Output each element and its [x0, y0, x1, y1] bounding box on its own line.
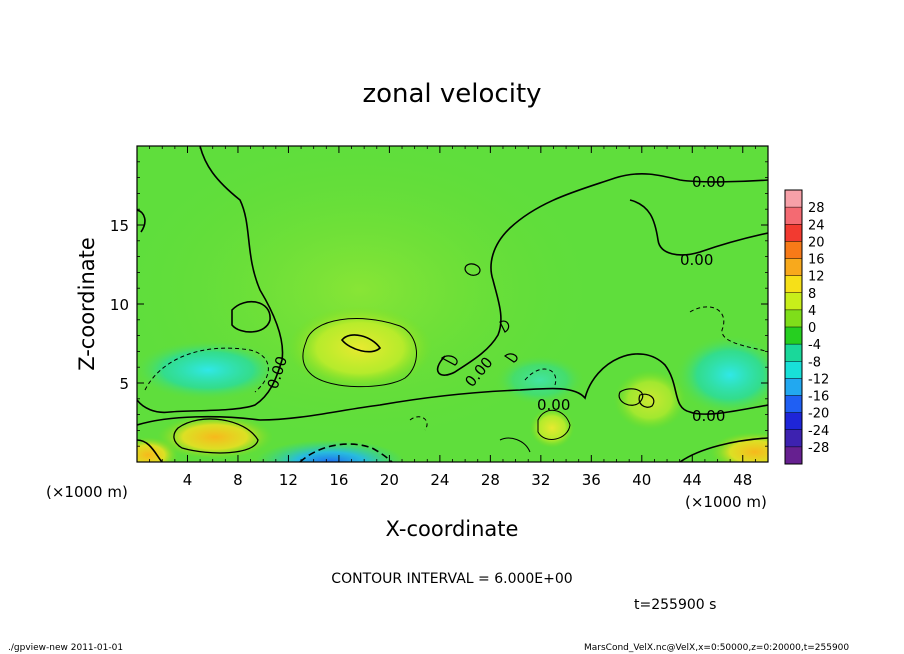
- colorbar-label: -12: [808, 372, 829, 387]
- y-axis-ticks: 5 10 15: [110, 161, 768, 447]
- contour-island-4: [504, 353, 518, 363]
- colorbar-swatch: [785, 395, 802, 414]
- colorbar-label: -4: [808, 338, 821, 353]
- field-cyan-right: [675, 335, 768, 415]
- x-tick-label: 40: [632, 471, 651, 489]
- colorbar-swatch: [785, 361, 802, 379]
- colorbar-swatch: [785, 241, 802, 259]
- contour-plus6-core: [340, 334, 382, 353]
- field-orange-low-left: [157, 415, 273, 459]
- contour-zero-3: [436, 173, 768, 376]
- contour-neg-right: [689, 306, 768, 353]
- colorbar-swatch: [785, 429, 802, 448]
- colorbar-swatch: [785, 207, 802, 225]
- contour-island-2: [499, 320, 510, 333]
- x-tick-label: 48: [733, 471, 752, 489]
- contour-neg6-bottom: [299, 443, 393, 462]
- contour-zero-2: [137, 353, 768, 426]
- colorbar-label: 12: [808, 270, 825, 285]
- x-tick-label: 16: [329, 471, 348, 489]
- colorbar-swatch: [785, 327, 802, 345]
- colorbar-label: 16: [808, 253, 825, 268]
- x-tick-label: 32: [531, 471, 550, 489]
- colorbar-swatch: [785, 378, 802, 396]
- y-tick-label: 10: [110, 296, 129, 314]
- contour-neg-small: [409, 416, 428, 431]
- contour-plus6-left: [173, 418, 259, 454]
- colorbar-label: -16: [808, 390, 829, 405]
- colorbar-label: 4: [808, 304, 816, 319]
- footer-left: ./gpview-new 2011-01-01: [8, 643, 123, 653]
- field-orange-corner-left: [137, 437, 178, 462]
- field-blue-bottom: [255, 440, 405, 462]
- contour-zero-edge: [137, 209, 146, 233]
- field-yellow-max: [288, 306, 432, 390]
- colorbar-swatch: [785, 224, 802, 242]
- contour-interval-text: CONTOUR INTERVAL = 6.000E+00: [331, 571, 572, 587]
- contour-corner-right: [679, 437, 768, 462]
- x-tick-label: 8: [233, 471, 243, 489]
- contour-island-3: [440, 355, 458, 366]
- colorbar-swatch: [785, 344, 802, 362]
- y-axis-label: Z-coordinate: [75, 237, 99, 371]
- contour-zero-4: [629, 199, 768, 256]
- colorbar-label: -28: [808, 441, 829, 456]
- field-yellow-right: [614, 370, 686, 430]
- colorbar: 28 24 20 16 12 8 4 0 -4 -8 -12 -16 -20 -24 -28: [784, 189, 829, 465]
- colorbar-swatch: [785, 412, 802, 431]
- contour-zero-1: [137, 146, 284, 414]
- x-axis-label: X-coordinate: [386, 517, 519, 541]
- colorbar-swatch: [785, 309, 802, 328]
- colorbar-label: -8: [808, 355, 821, 370]
- colorbar-label: -24: [808, 424, 829, 439]
- contour-corner-left: [137, 439, 163, 462]
- x-unit-label-right: (×1000 m): [685, 493, 767, 511]
- colorbar-label: 20: [808, 235, 825, 250]
- colorbar-swatch: [785, 258, 802, 277]
- x-axis-ticks: 4 8 12 16 20 24 28 32 36 40 44 48: [149, 146, 756, 489]
- colorbar-swatch: [785, 446, 802, 465]
- contour-label-4: 0.00: [692, 407, 725, 425]
- contour-tiny-loop: [638, 393, 655, 408]
- time-text: t=255900 s: [634, 597, 716, 613]
- colorbar-label: 0: [808, 321, 816, 336]
- contour-label-2: 0.00: [680, 251, 713, 269]
- contour-neg-left: [144, 347, 269, 393]
- y-tick-label: 5: [119, 375, 129, 393]
- colorbar-swatch: [785, 190, 802, 208]
- contour-small-arc: [499, 437, 531, 453]
- chart-title: zonal velocity: [362, 79, 541, 109]
- contour-island-1: [464, 263, 481, 276]
- contour-plus6: [302, 318, 417, 388]
- field-cyan-left: [137, 340, 283, 400]
- colorbar-label: 8: [808, 287, 816, 302]
- contour-label-1: 0.00: [692, 173, 725, 191]
- contour-field: 0.00 0.00 0.00 0.00 0.00 0.00: [137, 146, 768, 462]
- x-unit-label-left: (×1000 m): [46, 483, 128, 501]
- x-tick-label: 28: [481, 471, 500, 489]
- x-tick-label: 36: [582, 471, 601, 489]
- y-tick-label: 15: [110, 217, 129, 235]
- x-tick-label: 4: [183, 471, 193, 489]
- contour-zero-loop: [231, 301, 271, 333]
- field-cyan-mid: [495, 355, 585, 405]
- colorbar-swatch: [785, 292, 802, 311]
- contour-label-3: 0.00: [537, 396, 570, 414]
- colorbar-label: 24: [808, 218, 825, 233]
- colorbar-label: -20: [808, 407, 829, 422]
- colorbar-swatch: [785, 275, 802, 294]
- x-tick-label: 24: [430, 471, 449, 489]
- footer-right: MarsCond_VelX.nc@VelX,x=0:50000,z=0:2000…: [584, 643, 849, 653]
- colorbar-label: 28: [808, 201, 825, 216]
- x-tick-label: 12: [279, 471, 298, 489]
- x-tick-label: 20: [380, 471, 399, 489]
- contour-plus6-small: [537, 410, 571, 440]
- x-tick-label: 44: [683, 471, 702, 489]
- field-yellow-small: [530, 408, 574, 448]
